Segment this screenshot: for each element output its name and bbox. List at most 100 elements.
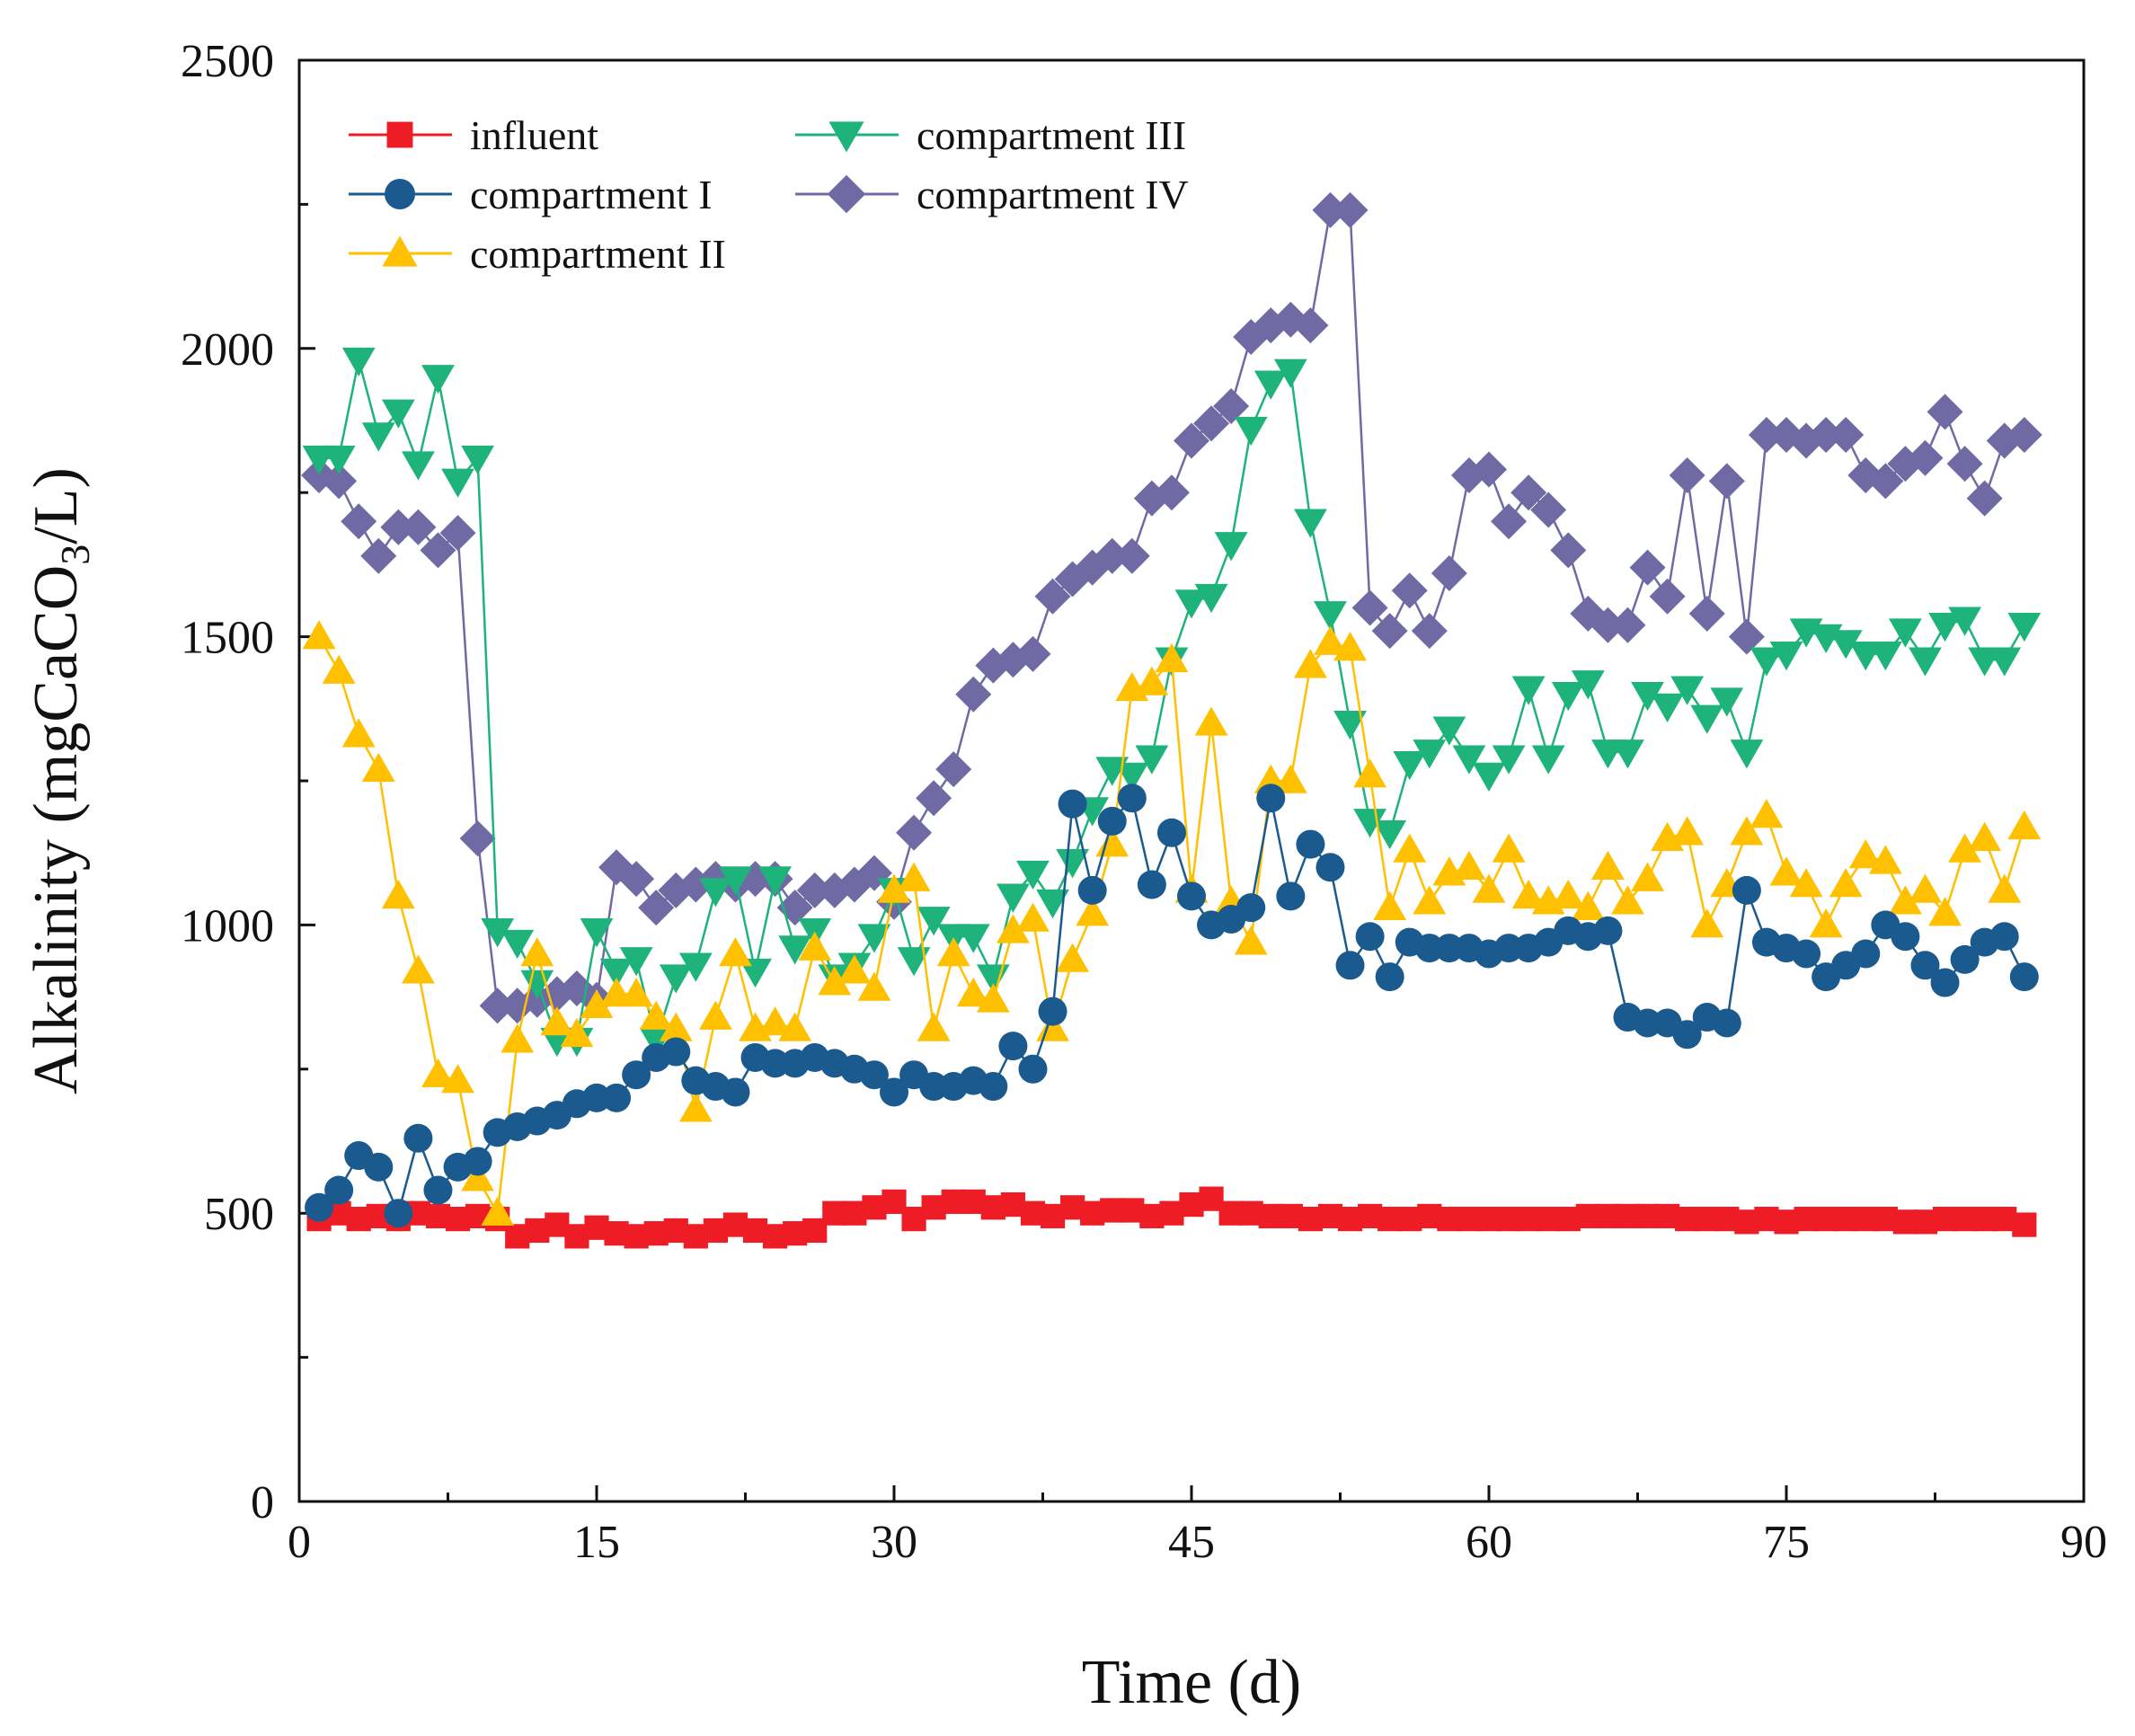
data-point-compartment-ii: [1769, 856, 1803, 886]
data-point-compartment-i: [1792, 939, 1821, 969]
data-point-compartment-ii: [1730, 816, 1764, 846]
data-point-compartment-ii: [1373, 890, 1407, 920]
series-line-compartment-i: [318, 795, 2025, 1218]
legend-marker: [386, 121, 413, 148]
legend-label: compartment II: [470, 231, 726, 277]
data-point-compartment-iv: [1590, 607, 1626, 643]
x-tick-label: 60: [1466, 1517, 1512, 1568]
data-point-compartment-iii: [719, 866, 752, 896]
data-point-compartment-i: [1355, 922, 1385, 952]
data-point-compartment-ii: [381, 879, 415, 909]
data-point-compartment-iv: [1550, 532, 1587, 569]
data-point-compartment-ii: [402, 954, 435, 984]
y-axis-label: Alkalinity (mgCaCO3/L): [22, 467, 98, 1094]
data-point-compartment-iii: [1413, 740, 1447, 769]
data-point-compartment-ii: [619, 977, 653, 1007]
data-point-compartment-iv: [1491, 503, 1528, 540]
data-point-compartment-i: [998, 1032, 1028, 1061]
data-point-compartment-iv: [1669, 456, 1705, 493]
data-point-compartment-ii: [699, 1000, 732, 1030]
data-point-compartment-i: [463, 1147, 492, 1176]
data-point-compartment-i: [1296, 829, 1325, 859]
data-point-compartment-iii: [1571, 670, 1605, 700]
data-point-compartment-i: [1950, 944, 1980, 974]
data-point-compartment-iii: [1868, 642, 1902, 671]
data-point-compartment-ii: [1571, 890, 1605, 920]
data-point-compartment-i: [1375, 962, 1404, 992]
legend-label: influent: [470, 112, 598, 158]
legend-marker: [827, 174, 866, 214]
data-point-compartment-ii: [857, 971, 891, 1001]
y-axis-label-tail: /L): [22, 467, 91, 545]
data-point-compartment-iv: [1510, 474, 1547, 511]
data-point-compartment-iii: [1333, 711, 1367, 740]
data-point-compartment-iv: [321, 463, 358, 500]
data-point-compartment-ii: [560, 1017, 594, 1048]
data-point-compartment-iii: [1829, 630, 1863, 660]
data-point-compartment-ii: [778, 1012, 812, 1041]
data-point-compartment-i: [1018, 1054, 1048, 1084]
data-point-compartment-iii: [520, 970, 554, 999]
data-point-compartment-ii: [1492, 833, 1526, 863]
data-point-compartment-iv: [1213, 387, 1250, 424]
data-point-compartment-i: [1910, 951, 1940, 980]
data-point-compartment-i: [384, 1199, 413, 1228]
data-point-compartment-i: [1077, 875, 1107, 905]
data-point-influent: [2012, 1212, 2037, 1237]
data-point-compartment-iii: [1730, 740, 1764, 769]
legend-entry-compartment-ii: compartment II: [349, 231, 726, 277]
data-point-compartment-iv: [1193, 405, 1230, 442]
data-point-compartment-ii: [441, 1064, 474, 1094]
data-point-compartment-iii: [361, 422, 395, 452]
data-point-compartment-i: [1276, 881, 1306, 911]
data-point-compartment-i: [1434, 934, 1464, 963]
data-point-compartment-ii: [1314, 625, 1347, 655]
data-point-compartment-iv: [955, 676, 992, 713]
data-point-compartment-i: [1137, 870, 1166, 899]
data-point-compartment-iii: [1234, 416, 1268, 447]
data-point-compartment-iii: [659, 964, 693, 994]
data-point-compartment-ii: [1135, 666, 1169, 695]
data-point-compartment-iv: [638, 890, 675, 926]
data-point-compartment-iv: [1153, 474, 1190, 511]
x-tick-label: 90: [2060, 1517, 2107, 1568]
data-point-compartment-iii: [1551, 681, 1585, 712]
data-point-compartment-i: [423, 1175, 453, 1205]
data-point-compartment-iv: [1728, 618, 1765, 655]
data-point-compartment-i: [760, 1049, 790, 1078]
data-point-compartment-iv: [916, 780, 952, 817]
data-point-compartment-ii: [421, 1058, 455, 1088]
data-point-compartment-iii: [1115, 762, 1149, 792]
data-point-compartment-i: [1097, 806, 1127, 836]
data-point-compartment-iii: [997, 883, 1030, 913]
data-point-compartment-iii: [1432, 716, 1466, 746]
data-point-compartment-i: [305, 1192, 334, 1222]
data-point-compartment-i: [364, 1152, 394, 1182]
data-point-compartment-ii: [917, 1012, 951, 1041]
data-point-compartment-iv: [459, 820, 496, 857]
data-point-compartment-iii: [1531, 745, 1565, 775]
data-point-compartment-ii: [719, 937, 752, 967]
data-point-compartment-iii: [402, 451, 435, 481]
data-point-compartment-iv: [1649, 578, 1686, 615]
data-point-compartment-i: [1256, 784, 1286, 813]
data-point-compartment-ii: [322, 654, 356, 684]
data-point-compartment-iv: [1431, 555, 1467, 592]
data-point-compartment-iv: [1391, 572, 1428, 609]
data-point-compartment-iii: [580, 918, 614, 948]
data-point-compartment-iv: [1094, 537, 1130, 574]
series-compartment-ii: [302, 620, 2042, 1226]
data-point-compartment-iii: [857, 924, 891, 953]
data-point-compartment-iii: [1710, 687, 1744, 717]
data-point-compartment-ii: [1472, 873, 1506, 903]
data-point-compartment-iii: [1889, 618, 1922, 648]
legend-entry-influent: influent: [349, 112, 598, 158]
data-point-compartment-i: [1236, 893, 1266, 923]
y-tick-label: 0: [251, 1477, 274, 1528]
data-point-compartment-i: [602, 1083, 632, 1112]
data-point-compartment-i: [1038, 996, 1068, 1026]
data-point-compartment-iv: [935, 751, 972, 788]
data-point-compartment-iv: [439, 515, 476, 552]
data-point-compartment-iii: [599, 958, 633, 988]
